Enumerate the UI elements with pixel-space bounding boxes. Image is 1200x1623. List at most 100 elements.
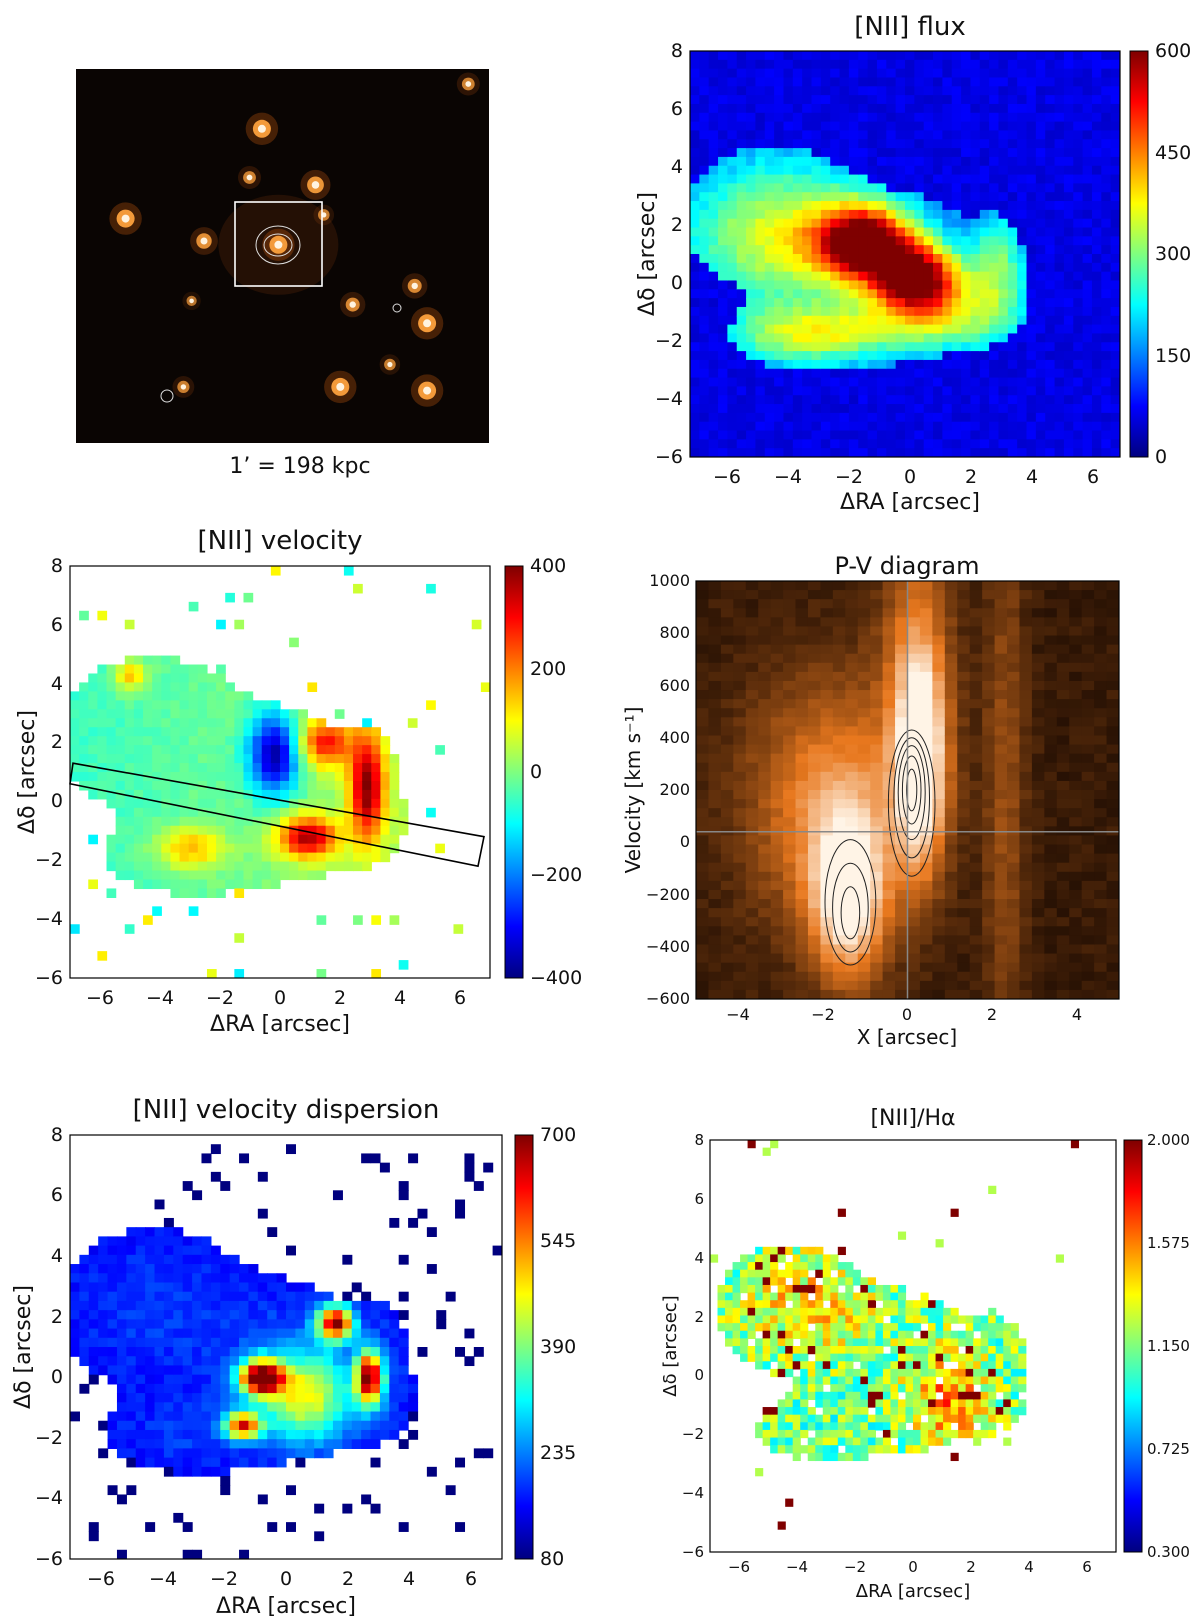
heatmap-cell: [858, 236, 869, 246]
heatmap-cell: [764, 209, 775, 220]
heatmap-cell: [839, 368, 850, 379]
heatmap-cell: [832, 853, 846, 864]
heatmap-cell: [882, 880, 896, 891]
heatmap-cell: [907, 844, 921, 855]
heatmap-cell: [1054, 139, 1065, 149]
heatmap-cell: [944, 635, 958, 646]
heatmap-cell: [1081, 635, 1095, 646]
heatmap-cell: [848, 324, 859, 335]
heatmap-cell: [115, 754, 126, 764]
heatmap-cell: [820, 59, 831, 70]
heatmap-cell: [745, 953, 759, 964]
heatmap-cell: [832, 835, 846, 846]
heatmap-cell: [979, 421, 990, 432]
heatmap-cell: [145, 1300, 156, 1311]
heatmap-cell: [696, 780, 710, 791]
heatmap-cell: [770, 862, 784, 873]
heatmap-cell: [220, 1264, 231, 1274]
heatmap-cell: [857, 817, 871, 827]
heatmap-cell: [951, 86, 962, 96]
heatmap-cell: [1081, 908, 1095, 918]
heatmap-cell: [708, 351, 719, 361]
heatmap-cell: [994, 762, 1008, 773]
heatmap-cell: [718, 201, 728, 211]
heatmap-cell: [830, 289, 841, 299]
heatmap-cell: [307, 754, 318, 764]
heatmap-cell: [923, 148, 934, 158]
source-core: [246, 174, 253, 181]
heatmap-cell: [870, 644, 884, 655]
heatmap-cell: [1045, 395, 1056, 405]
heatmap-cell: [161, 825, 172, 836]
heatmap-cell: [755, 95, 766, 105]
heatmap-cell: [316, 718, 327, 728]
heatmap-cell: [736, 218, 747, 229]
heatmap-cell: [792, 439, 803, 449]
heatmap-cell: [745, 690, 759, 700]
heatmap-cell: [220, 1319, 231, 1330]
heatmap-cell: [371, 843, 382, 854]
heatmap-cell: [923, 95, 934, 105]
heatmap-cell: [699, 315, 710, 326]
heatmap-cell: [699, 404, 710, 414]
heatmap-cell: [858, 165, 869, 176]
heatmap-cell: [919, 844, 933, 855]
heatmap-cell: [970, 130, 981, 140]
heatmap-cell: [718, 218, 728, 229]
heatmap-cell: [1017, 103, 1028, 114]
heatmap-cell: [820, 935, 834, 946]
heatmap-cell: [857, 653, 871, 664]
heatmap-cell: [982, 690, 996, 700]
heatmap-cell: [783, 209, 794, 220]
heatmap-cell: [857, 862, 871, 873]
heatmap-cell: [919, 617, 933, 628]
heatmap-cell: [932, 744, 946, 755]
heatmap-cell: [839, 262, 850, 273]
heatmap-cell: [727, 192, 738, 202]
heatmap-cell: [982, 817, 996, 827]
heatmap-cell: [182, 1439, 193, 1449]
heatmap-cell: [774, 421, 785, 432]
heatmap-cell: [969, 690, 983, 700]
heatmap-cell: [1017, 448, 1028, 457]
heatmap-cell: [1044, 853, 1058, 864]
heatmap-cell: [811, 439, 822, 449]
heatmap-cell: [1017, 183, 1028, 193]
heatmap-cell: [820, 351, 831, 361]
heatmap-cell: [733, 908, 747, 918]
heatmap-cell: [942, 395, 953, 405]
heatmap-cell: [371, 816, 382, 827]
heatmap-cell: [923, 342, 934, 352]
heatmap-cell: [795, 889, 809, 900]
heatmap-cell: [907, 880, 921, 891]
y-tick-label: −200: [646, 885, 690, 904]
heatmap-cell: [764, 368, 775, 379]
heatmap-cell: [1017, 306, 1028, 317]
heatmap-cell: [905, 183, 915, 193]
heatmap-cell: [1101, 218, 1112, 229]
heatmap-cell: [1106, 790, 1119, 800]
heatmap-cell: [882, 581, 896, 591]
heatmap-cell: [745, 726, 759, 737]
heatmap-cell: [126, 1374, 137, 1385]
heatmap-cell: [858, 130, 869, 140]
heatmap-cell: [1106, 853, 1119, 864]
heatmap-cell: [970, 368, 981, 379]
heatmap-cell: [708, 165, 719, 176]
heatmap-cell: [126, 1429, 137, 1440]
heatmap-cell: [1007, 51, 1018, 61]
heatmap-cell: [720, 662, 734, 673]
heatmap-cell: [746, 121, 757, 132]
heatmap-cell: [206, 888, 217, 898]
heatmap-cell: [961, 192, 972, 202]
heatmap-cell: [298, 870, 308, 881]
heatmap-cell: [1101, 156, 1112, 167]
heatmap-cell: [216, 870, 226, 881]
heatmap-cell: [1081, 853, 1095, 864]
heatmap-cell: [820, 439, 831, 449]
pv-y-ticks: −600 −400 −200 0 200 400 600 800 1000: [646, 571, 690, 1008]
heatmap-cell: [1035, 86, 1046, 96]
heatmap-cell: [811, 430, 822, 440]
heatmap-cell: [1056, 844, 1070, 855]
heatmap-cell: [1031, 862, 1045, 873]
